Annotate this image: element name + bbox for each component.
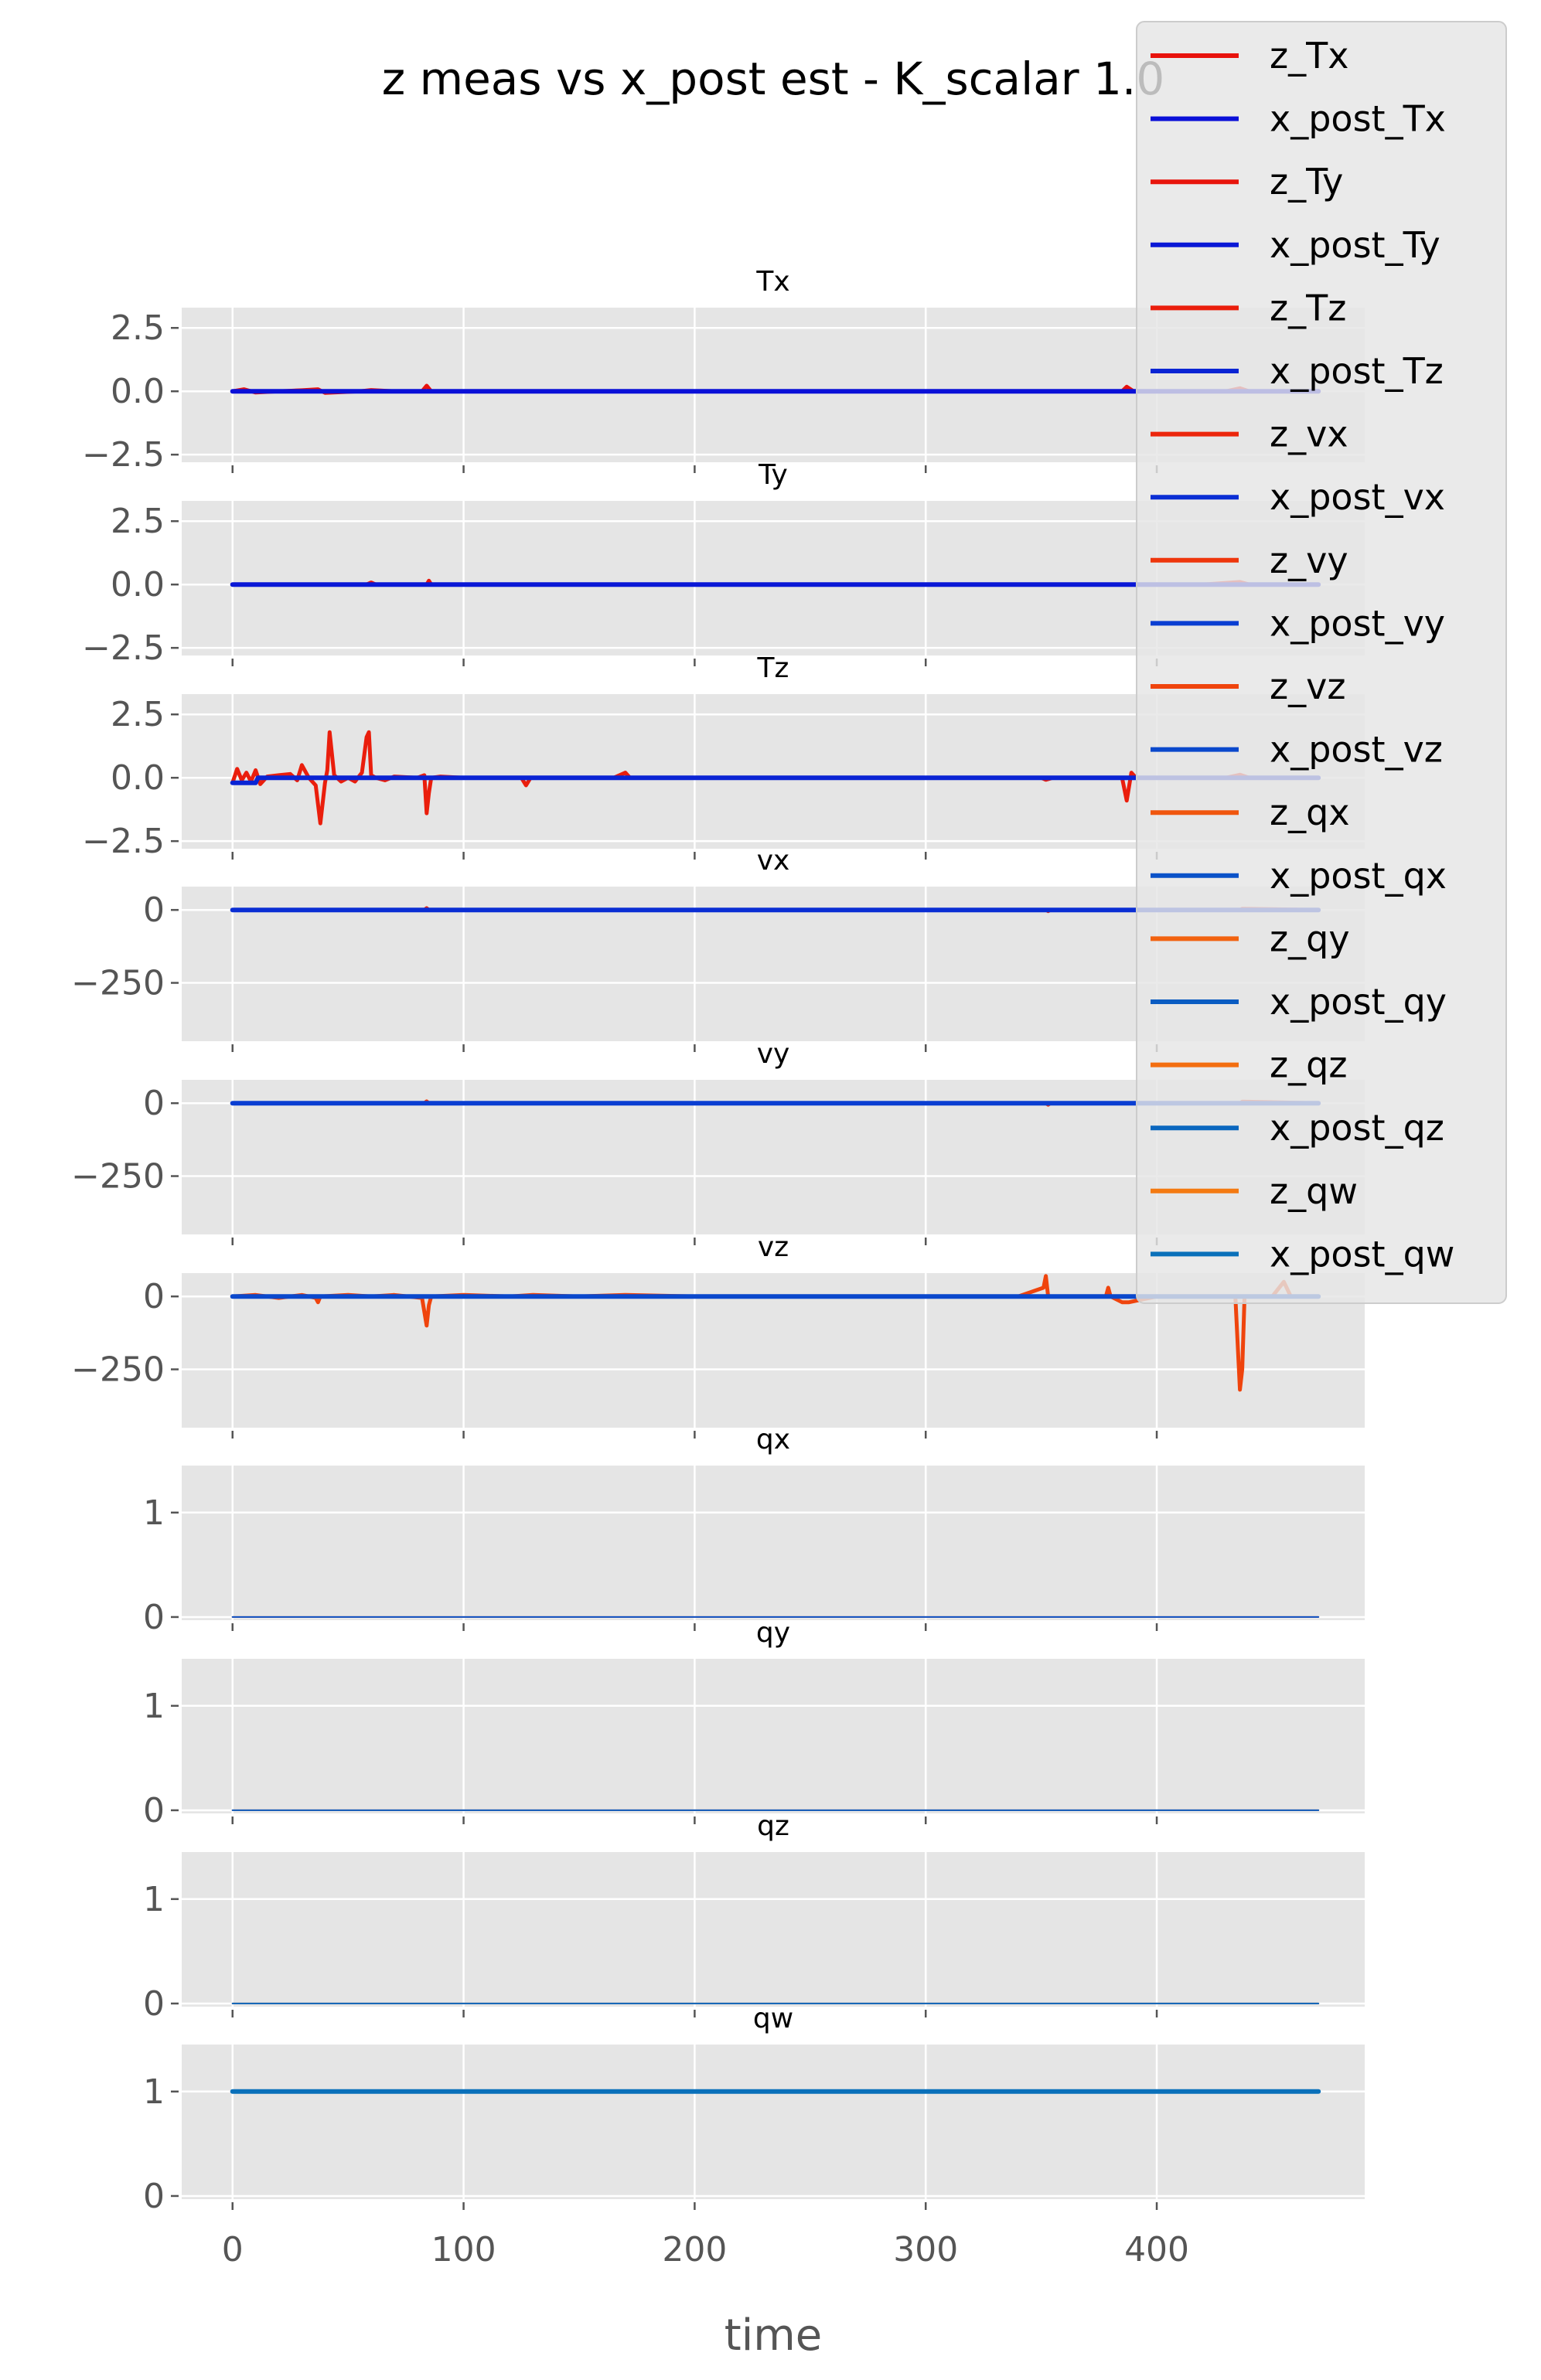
subplot-title: Tx <box>755 266 789 298</box>
subplot-qz: 1 0 qz <box>143 1810 1365 2024</box>
y-tick-label: −2.5 <box>82 822 165 861</box>
plot-area <box>182 2045 1365 2199</box>
y-tick-label: 0.0 <box>111 758 165 798</box>
y-tick-label: −250 <box>71 1350 165 1390</box>
subplot-title: vx <box>757 845 790 877</box>
plot-area <box>182 1466 1365 1620</box>
y-tick-label: 1 <box>143 1880 165 1919</box>
x-tick-label: 400 <box>1124 2230 1189 2269</box>
legend-entry: x_post_Tx <box>1270 98 1446 140</box>
y-tick-label: 0 <box>143 1084 165 1123</box>
subplot-title: vz <box>758 1231 789 1263</box>
legend-entry: x_post_vx <box>1270 476 1445 518</box>
y-tick-label: 0 <box>143 1984 165 2024</box>
legend-entry: z_Ty <box>1270 161 1343 203</box>
legend-entry: x_post_qy <box>1270 981 1447 1023</box>
y-tick-label: 0.0 <box>111 372 165 411</box>
legend-entry: x_post_qz <box>1270 1107 1444 1149</box>
y-tick-label: 0 <box>143 1791 165 1830</box>
plot-area <box>182 1659 1365 1813</box>
x-tick-label: 300 <box>893 2230 958 2269</box>
subplot-qy: 1 0 qy <box>143 1617 1365 1830</box>
y-tick-label: −250 <box>71 964 165 1003</box>
y-tick-label: 2.5 <box>111 695 165 734</box>
legend-entry: z_qz <box>1270 1044 1348 1086</box>
x-tick-label: 100 <box>431 2230 496 2269</box>
subplot-title: qw <box>753 2003 793 2034</box>
legend-frame <box>1136 21 1507 1304</box>
y-tick-label: 0 <box>143 1277 165 1316</box>
y-tick-label: 0 <box>143 890 165 930</box>
x-tick-label: 200 <box>662 2230 727 2269</box>
subplot-qx: 1 0 qx <box>143 1424 1365 1637</box>
subplot-title: qy <box>756 1617 790 1649</box>
y-tick-label: −2.5 <box>82 435 165 475</box>
y-tick-label: −250 <box>71 1157 165 1197</box>
legend-entry: z_Tx <box>1270 35 1348 77</box>
legend: z_Tx x_post_Tx z_Ty x_post_Ty z_Tz x_post_Tzz… <box>1136 21 1507 1304</box>
y-tick-label: 1 <box>143 1493 165 1533</box>
figure-title: z meas vs x_post est - K_scalar 1.0 <box>382 53 1165 105</box>
subplot-qw: 1 0 qw <box>143 2003 1365 2216</box>
legend-entry: x_post_qw <box>1270 1233 1454 1275</box>
legend-entry: x_post_vy <box>1270 602 1445 644</box>
x-tick-label: 0 <box>222 2230 244 2269</box>
legend-entry: z_vy <box>1270 540 1348 581</box>
subplot-title: qx <box>756 1424 790 1456</box>
legend-entry: z_qx <box>1270 792 1350 833</box>
legend-entry: x_post_qx <box>1270 855 1447 897</box>
legend-entry: z_vx <box>1270 414 1348 455</box>
y-tick-label: 2.5 <box>111 502 165 541</box>
legend-entry: z_qy <box>1270 918 1350 959</box>
legend-entry: x_post_vz <box>1270 729 1443 771</box>
y-tick-label: 2.5 <box>111 308 165 348</box>
legend-entry: z_vz <box>1270 666 1346 707</box>
legend-entry: z_qw <box>1270 1170 1358 1212</box>
y-tick-label: 0.0 <box>111 565 165 604</box>
y-tick-label: 0 <box>143 2177 165 2216</box>
subplot-title: Tz <box>757 652 789 684</box>
y-tick-label: 1 <box>143 1687 165 1726</box>
subplot-title: vy <box>757 1038 790 1070</box>
y-tick-label: −2.5 <box>82 628 165 668</box>
plot-area <box>182 1852 1365 2007</box>
legend-entry: x_post_Tz <box>1270 350 1444 392</box>
legend-entry: x_post_Ty <box>1270 224 1440 266</box>
y-tick-label: 0 <box>143 1598 165 1637</box>
subplot-title: Ty <box>758 459 788 491</box>
series-line-x_post_Tz <box>230 775 1321 785</box>
y-tick-label: 1 <box>143 2072 165 2112</box>
legend-entry: z_Tz <box>1270 287 1346 329</box>
x-axis-label: time <box>724 2310 823 2361</box>
subplot-title: qz <box>757 1810 789 1842</box>
